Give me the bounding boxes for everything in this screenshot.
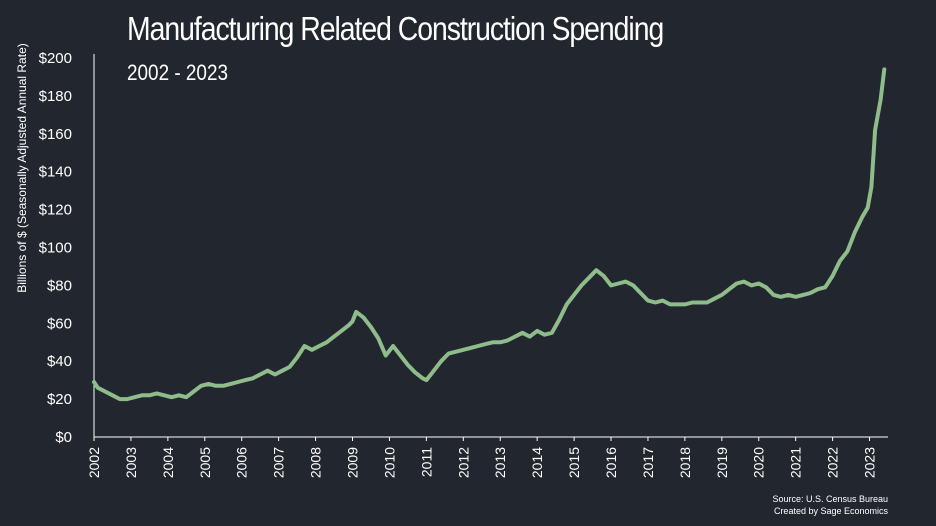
source-text: Source: U.S. Census Bureau	[772, 494, 888, 504]
chart-title: Manufacturing Related Construction Spend…	[127, 10, 664, 47]
x-tick-label: 2008	[308, 447, 324, 478]
x-tick-label: 2016	[603, 447, 619, 478]
y-tick-label: $80	[47, 277, 72, 294]
x-tick-label: 2018	[677, 447, 693, 478]
y-axis-label: Billions of $ (Seasonally Adjusted Annua…	[15, 43, 29, 293]
x-tick-label: 2010	[381, 447, 397, 478]
x-tick-label: 2009	[345, 447, 361, 478]
x-tick-label: 2004	[160, 447, 176, 478]
x-tick-label: 2021	[788, 447, 804, 478]
y-tick-label: $160	[39, 126, 72, 143]
y-tick-label: $180	[39, 88, 72, 105]
x-tick-label: 2007	[271, 447, 287, 478]
y-tick-label: $140	[39, 164, 72, 181]
x-tick-label: 2012	[455, 447, 471, 478]
x-tick-label: 2002	[86, 447, 102, 478]
series-line	[92, 67, 887, 402]
x-tick-label: 2006	[234, 447, 250, 478]
y-tick-label: $0	[55, 429, 72, 446]
x-tick-label: 2003	[123, 447, 139, 478]
y-tick-label: $60	[47, 315, 72, 332]
x-tick-label: 2013	[492, 447, 508, 478]
x-tick-label: 2023	[862, 447, 878, 478]
y-tick-label: $20	[47, 391, 72, 408]
x-tick-label: 2017	[640, 447, 656, 478]
x-tick-label: 2011	[418, 447, 434, 477]
x-tick-label: 2014	[529, 447, 545, 478]
source-note: Source: U.S. Census Bureau Created by Sa…	[772, 493, 888, 517]
x-tick-label: 2022	[825, 447, 841, 478]
x-tick-label: 2019	[714, 447, 730, 478]
y-tick-label: $120	[39, 202, 72, 219]
y-tick-label: $100	[39, 240, 72, 257]
x-tick-label: 2015	[566, 447, 582, 478]
x-tick-label: 2005	[197, 447, 213, 478]
chart-subtitle: 2002 - 2023	[127, 60, 228, 85]
y-tick-label: $40	[47, 353, 72, 370]
y-tick-label: $200	[39, 50, 72, 67]
x-tick-label: 2020	[751, 447, 767, 478]
credit-text: Created by Sage Economics	[773, 506, 888, 516]
